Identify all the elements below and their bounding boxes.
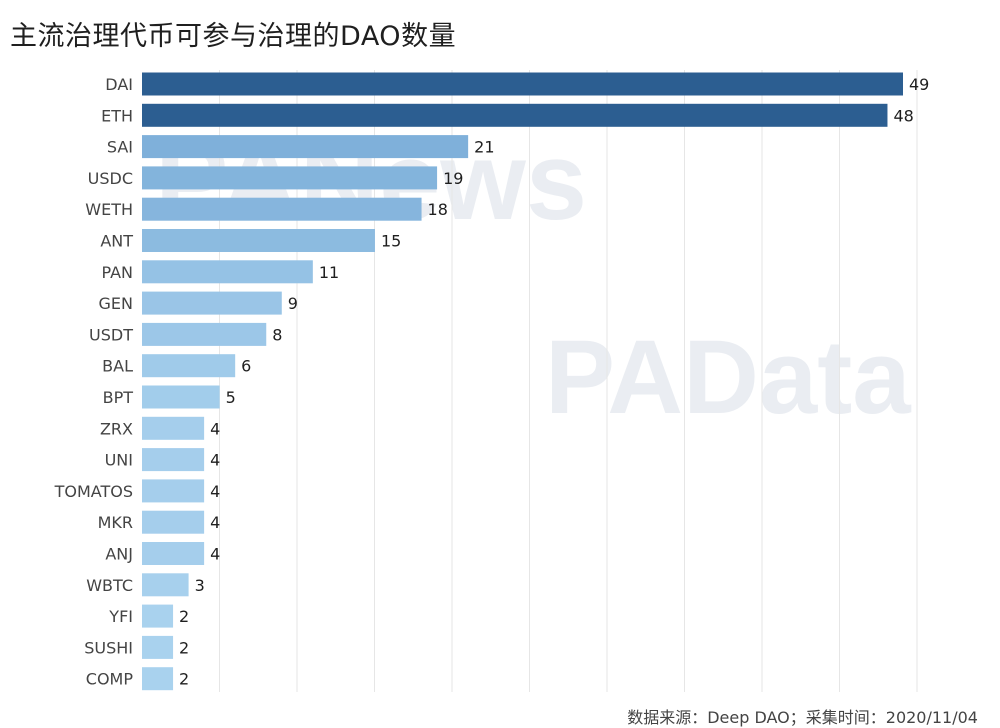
- value-label-uni: 4: [210, 451, 220, 470]
- bar-mkr: [142, 510, 205, 534]
- category-label-yfi: YFI: [108, 607, 133, 626]
- value-label-bpt: 5: [226, 388, 236, 407]
- category-label-tomatos: TOMATOS: [54, 482, 133, 501]
- bar-tomatos: [142, 479, 205, 503]
- value-label-sushi: 2: [179, 638, 189, 657]
- value-label-ant: 15: [381, 232, 401, 251]
- category-label-bpt: BPT: [103, 388, 134, 407]
- category-label-sushi: SUSHI: [84, 638, 133, 657]
- bar-yfi: [142, 604, 174, 628]
- value-label-dai: 49: [909, 75, 929, 94]
- value-label-comp: 2: [179, 670, 189, 689]
- bar-usdt: [142, 322, 267, 346]
- category-label-eth: ETH: [101, 106, 133, 125]
- gridlines: [219, 70, 918, 692]
- bar-anj: [142, 542, 205, 565]
- data-source-note: 数据来源：Deep DAO；采集时间：2020/11/04: [627, 708, 978, 727]
- bar-sai: [142, 135, 469, 159]
- value-label-bal: 6: [241, 357, 251, 376]
- value-label-weth: 18: [428, 200, 448, 219]
- category-label-gen: GEN: [99, 294, 133, 313]
- bar-wbtc: [142, 573, 189, 597]
- category-label-dai: DAI: [105, 75, 133, 94]
- value-label-wbtc: 3: [195, 576, 205, 595]
- category-label-uni: UNI: [105, 451, 133, 470]
- bars: [142, 72, 903, 691]
- bar-sushi: [142, 635, 174, 659]
- bar-bpt: [142, 385, 220, 409]
- bar-dai: [142, 72, 903, 96]
- category-label-anj: ANJ: [105, 545, 133, 564]
- category-label-sai: SAI: [107, 138, 133, 157]
- bar-comp: [142, 667, 174, 691]
- category-label-ant: ANT: [100, 232, 133, 251]
- category-label-usdc: USDC: [88, 169, 133, 188]
- category-label-comp: COMP: [86, 670, 134, 689]
- category-labels: DAI ETH SAI USDC WETH ANT PAN GEN USDT BAL BPT ZRX U…: [54, 75, 134, 689]
- category-label-wbtc: WBTC: [86, 576, 133, 595]
- value-label-anj: 4: [210, 545, 220, 564]
- value-label-pan: 11: [319, 263, 339, 282]
- value-label-usdt: 8: [272, 325, 282, 344]
- chart-title: 主流治理代币可参与治理的DAO数量: [10, 21, 457, 52]
- category-label-bal: BAL: [102, 357, 133, 376]
- bar-zrx: [142, 416, 205, 440]
- bar-eth: [142, 103, 888, 127]
- category-label-pan: PAN: [101, 263, 133, 282]
- bar-ant: [142, 229, 375, 252]
- value-label-gen: 9: [288, 294, 298, 313]
- value-label-zrx: 4: [210, 419, 220, 438]
- value-label-yfi: 2: [179, 607, 189, 626]
- value-label-tomatos: 4: [210, 482, 220, 501]
- bar-gen: [142, 291, 282, 315]
- category-label-weth: WETH: [85, 200, 133, 219]
- category-label-zrx: ZRX: [100, 419, 133, 438]
- category-label-usdt: USDT: [89, 325, 133, 344]
- bar-bal: [142, 354, 236, 378]
- value-label-usdc: 19: [443, 169, 463, 188]
- bar-usdc: [142, 166, 438, 190]
- value-label-mkr: 4: [210, 513, 220, 532]
- category-label-mkr: MKR: [98, 513, 133, 532]
- bar-weth: [142, 197, 422, 221]
- value-label-sai: 21: [474, 138, 494, 157]
- value-label-eth: 48: [893, 106, 913, 125]
- watermark-padata: PAData: [545, 319, 911, 436]
- bar-pan: [142, 260, 313, 284]
- bar-uni: [142, 448, 205, 472]
